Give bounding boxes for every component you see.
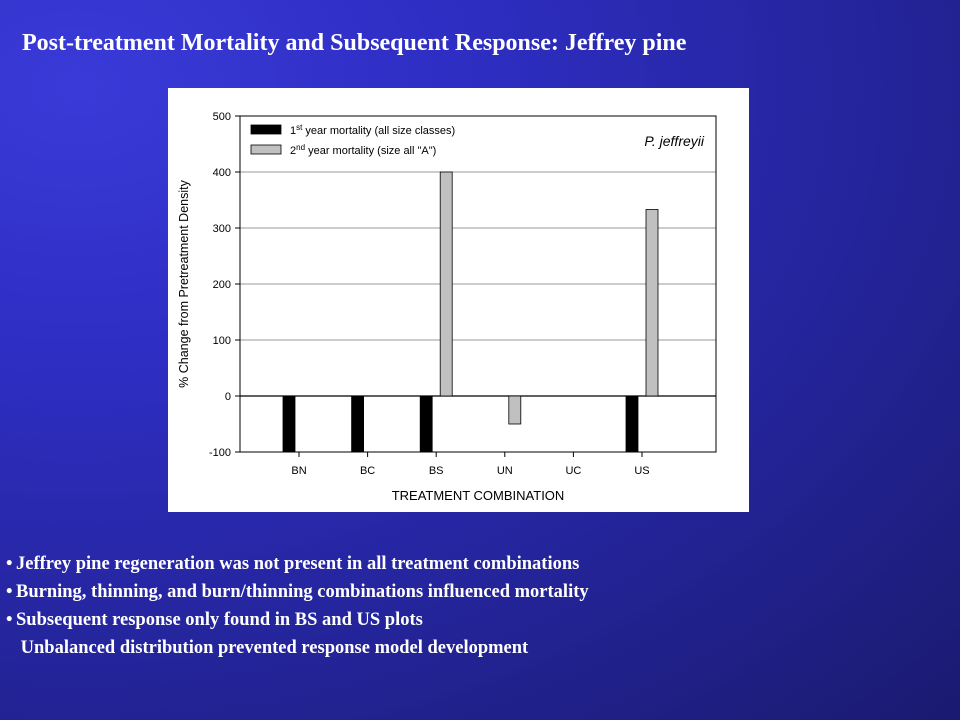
- y-tick-label: -100: [209, 447, 231, 459]
- bullet-item: • Subsequent response only found in BS an…: [6, 606, 946, 634]
- x-tick-label: US: [634, 465, 649, 477]
- y-tick-label: 100: [213, 335, 231, 347]
- bullet-marker: •: [6, 610, 13, 630]
- bullet-text: Unbalanced distribution prevented respon…: [16, 638, 529, 658]
- bullet-text: Subsequent response only found in BS and…: [16, 610, 423, 630]
- bullet-item: • Jeffrey pine regeneration was not prese…: [6, 550, 946, 578]
- x-tick-label: UC: [565, 465, 581, 477]
- y-tick-label: 400: [213, 167, 231, 179]
- bullet-text: Jeffrey pine regeneration was not presen…: [16, 554, 580, 574]
- y-tick-label: 0: [225, 391, 231, 403]
- legend-label: 1st year mortality (all size classes): [290, 123, 455, 137]
- x-tick-label: BS: [429, 465, 444, 477]
- bar: [351, 395, 365, 453]
- plot-frame: [239, 115, 717, 453]
- x-tick-label: UN: [497, 465, 513, 477]
- bullet-item: • Burning, thinning, and burn/thinning co…: [6, 578, 946, 606]
- x-tick-label: BC: [360, 465, 375, 477]
- bar: [508, 395, 522, 425]
- bullet-marker: •: [6, 582, 13, 602]
- bullet-list: • Jeffrey pine regeneration was not prese…: [6, 550, 946, 662]
- x-axis-title: TREATMENT COMBINATION: [392, 488, 565, 503]
- bullet-marker: •: [6, 554, 13, 574]
- y-axis-title: % Change from Pretreatment Density: [177, 179, 191, 387]
- bar: [419, 395, 433, 453]
- y-tick-label: 300: [213, 223, 231, 235]
- bar: [439, 171, 453, 397]
- legend-label: 2nd year mortality (size all "A"): [290, 143, 436, 157]
- y-tick-label: 500: [213, 111, 231, 123]
- x-tick-label: BN: [291, 465, 306, 477]
- bullet-text: Burning, thinning, and burn/thinning com…: [16, 582, 589, 602]
- y-tick-label: 200: [213, 279, 231, 291]
- bar-chart: -100 0 100 200 300 400 500 BN BC BS UN UC US TREATMEN…: [177, 111, 717, 503]
- bar: [625, 395, 639, 453]
- bullet-item: Unbalanced distribution prevented respon…: [6, 634, 946, 662]
- bar: [282, 395, 296, 453]
- bar: [645, 209, 659, 397]
- chart-panel: -100 0 100 200 300 400 500 BN BC BS UN UC US TREATMEN…: [168, 88, 749, 512]
- legend-swatch: [250, 124, 282, 135]
- chart-annotation: P. jeffreyii: [644, 133, 705, 149]
- legend-swatch: [250, 144, 282, 155]
- slide-title: Post-treatment Mortality and Subsequent …: [22, 30, 687, 56]
